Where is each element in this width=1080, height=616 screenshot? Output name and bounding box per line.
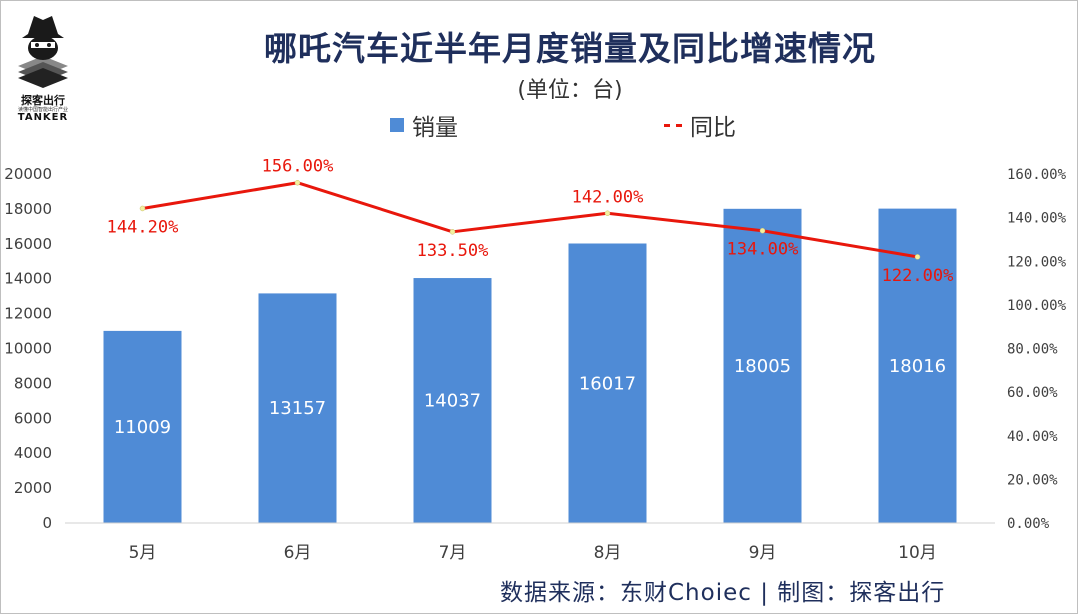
right-axis-tick-label: 160.00% [1007,167,1067,183]
right-axis-tick-label: 100.00% [1007,298,1067,314]
x-axis-tick-label: 6月 [284,543,312,563]
legend-label-sales: 销量 [412,115,458,141]
x-axis-tick-label: 9月 [749,543,777,563]
x-axis: 5月 6月 7月 8月 9月 10月 [129,543,937,563]
left-axis-tick-label: 12000 [4,305,52,323]
bar-value-label: 13157 [269,398,326,419]
left-axis-tick-label: 20000 [4,165,52,183]
left-axis: 0 2000 4000 6000 8000 10000 12000 14000 16000 180… [4,165,52,532]
bar-value-label: 16017 [579,373,636,394]
left-axis-tick-label: 2000 [14,479,52,497]
x-axis-tick-label: 7月 [439,543,467,563]
line-value-label: 156.00% [262,157,334,177]
line-value-label: 144.20% [107,217,179,237]
line-value-label: 134.00% [727,240,799,260]
left-axis-tick-label: 10000 [4,340,52,358]
bar-series: 11009 13157 14037 16017 18005 18016 [103,208,957,524]
left-axis-tick-label: 8000 [14,374,52,392]
left-axis-tick-label: 4000 [14,444,52,462]
legend-item-yoy: 同比 [664,108,736,142]
line-value-label: 122.00% [882,266,954,286]
line-point [294,179,301,186]
line-point [604,210,611,217]
right-axis-tick-label: 40.00% [1007,429,1058,445]
legend-item-sales: 销量 [390,108,458,142]
right-axis-tick-label: 80.00% [1007,342,1058,358]
left-axis-tick-label: 0 [42,514,52,532]
bar [878,208,957,524]
bar-value-label: 14037 [424,391,481,412]
bar [723,208,802,523]
bar [413,278,492,523]
logo-tagline: 读懂中国智能出行产业 [17,107,68,113]
legend: 销量 同比 [0,108,1080,142]
line-value-label: 133.50% [417,241,489,261]
legend-swatch-line [664,123,682,127]
left-axis-tick-label: 14000 [4,270,52,288]
left-axis-tick-label: 6000 [14,409,52,427]
right-axis-tick-label: 140.00% [1007,211,1067,227]
bar-value-label: 18005 [734,356,791,377]
line-point [449,229,456,235]
bar-value-label: 18016 [889,356,946,377]
bar [568,243,647,523]
line-value-label: 142.00% [572,187,644,207]
line-point [759,227,766,234]
right-axis: 0.00% 20.00% 40.00% 60.00% 80.00% 100.00% 120.… [1007,167,1067,532]
left-axis-tick-label: 16000 [4,235,52,253]
brand-logo: 探客出行 读懂中国智能出行产业 TANKER [8,8,78,123]
yoy-line [142,181,918,259]
bar [103,330,182,523]
legend-swatch-bar [390,118,404,132]
chart-title: 哪吒汽车近半年月度销量及同比增速情况 [264,29,876,68]
right-axis-tick-label: 120.00% [1007,254,1067,270]
logo-name: 探客出行 [21,94,65,107]
source-note: 数据来源：东财Choiec | 制图：探客出行 [500,580,946,606]
right-axis-tick-label: 20.00% [1007,472,1058,488]
right-axis-tick-label: 60.00% [1007,385,1058,401]
line-point [914,254,921,260]
logo-en: TANKER [17,112,69,123]
line-series: 144.20% 156.00% 133.50% 142.00% 134.00% 122.0… [107,157,954,286]
detective-icon [18,16,68,88]
chart-unit: (单位：台) [517,78,623,103]
x-axis-tick-label: 8月 [594,543,622,563]
x-axis-tick-label: 5月 [129,543,157,563]
bar-value-label: 11009 [114,417,171,438]
left-axis-tick-label: 18000 [4,200,52,218]
legend-label-yoy: 同比 [690,115,736,141]
x-axis-tick-label: 10月 [898,543,937,563]
right-axis-tick-label: 0.00% [1007,516,1050,532]
bar [258,293,337,523]
line-point [139,205,146,212]
